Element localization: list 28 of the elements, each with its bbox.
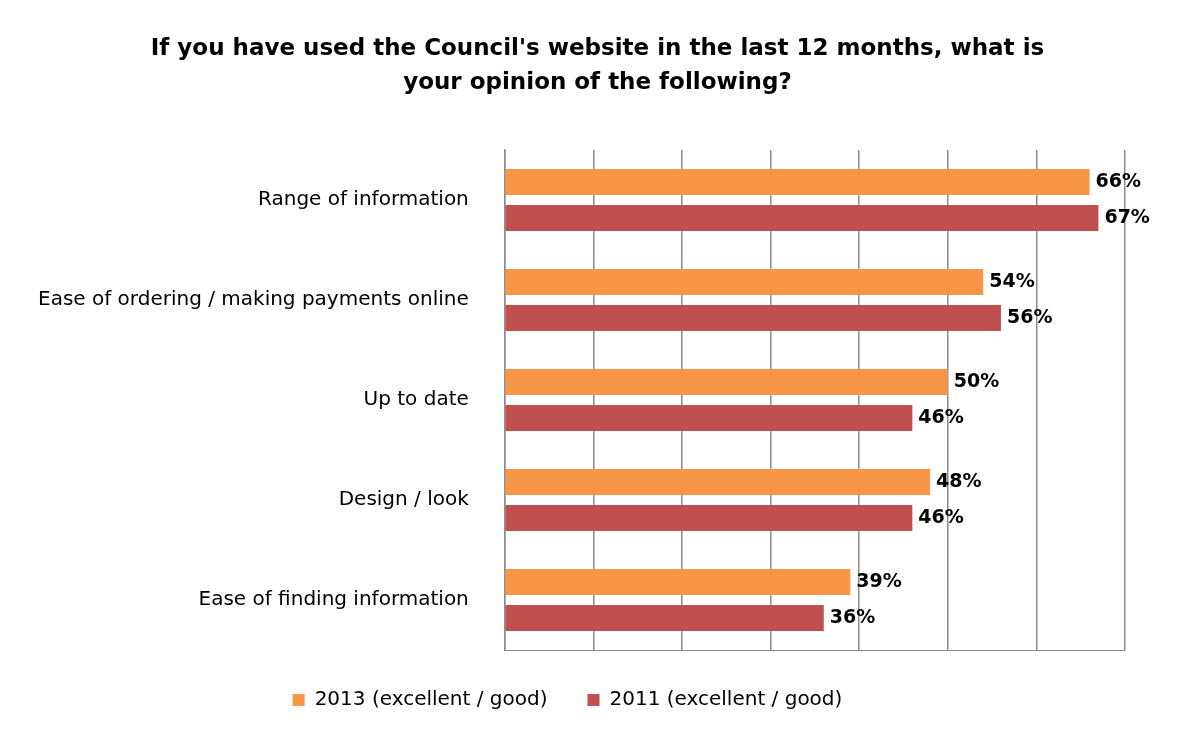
y-tick-label: Design / look xyxy=(338,486,470,511)
y-tick-label: Ease of ordering / making payments online xyxy=(37,286,469,311)
bar xyxy=(505,205,1099,231)
data-label: 39% xyxy=(856,568,902,591)
bar xyxy=(505,569,851,595)
y-tick-label: Ease of finding information xyxy=(198,586,469,611)
bar xyxy=(505,405,913,431)
legend-label: 2011 (excellent / good) xyxy=(609,686,843,711)
legend-label: 2013 (excellent / good) xyxy=(314,686,548,711)
bar xyxy=(505,305,1001,331)
bar xyxy=(505,505,913,531)
chart-title: If you have used the Council's website in the last 12 months, what is your opinion of the following? xyxy=(149,33,1046,96)
data-label: 67% xyxy=(1104,204,1150,227)
data-label: 54% xyxy=(989,268,1035,291)
data-label: 66% xyxy=(1095,168,1142,191)
y-tick-label: Range of information xyxy=(257,186,469,211)
data-label: 46% xyxy=(918,404,964,427)
bar xyxy=(505,169,1090,195)
bar xyxy=(505,605,824,631)
data-label: 48% xyxy=(936,468,982,491)
bar xyxy=(505,369,948,395)
bar xyxy=(505,469,931,495)
data-label: 50% xyxy=(953,368,1000,391)
data-label: 46% xyxy=(918,504,964,527)
data-label: 56% xyxy=(1006,304,1053,327)
data-label: 36% xyxy=(829,604,876,627)
bar xyxy=(505,269,984,295)
y-tick-label: Up to date xyxy=(363,386,469,411)
